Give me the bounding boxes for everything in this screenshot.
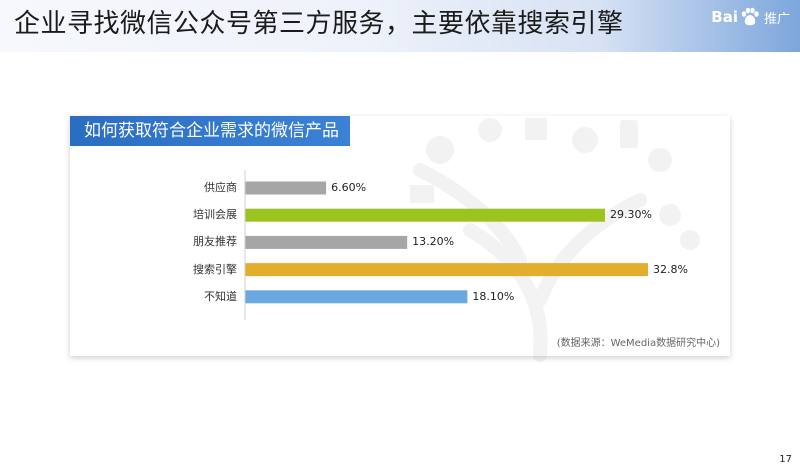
chart-title: 如何获取符合企业需求的微信产品 xyxy=(84,121,339,141)
bar-2 xyxy=(245,235,408,249)
baidu-logo: Bai 推广 xyxy=(711,6,790,28)
page-number: 17 xyxy=(779,454,792,465)
category-label: 培训会展 xyxy=(193,208,237,222)
value-label: 32.8% xyxy=(653,262,688,276)
bar-0 xyxy=(245,181,327,195)
value-label: 29.30% xyxy=(609,208,652,222)
logo-tag: 推广 xyxy=(763,11,790,27)
category-label: 供应商 xyxy=(204,181,237,194)
value-label: 6.60% xyxy=(331,181,367,194)
value-label: 18.10% xyxy=(472,289,515,303)
logo-text: Bai xyxy=(711,8,738,26)
category-label: 不知道 xyxy=(204,289,237,303)
source-note: (数据来源：WeMedia数据研究中心) xyxy=(556,338,720,349)
bar-4 xyxy=(245,290,468,304)
category-label: 朋友推荐 xyxy=(193,235,237,249)
tree-watermark xyxy=(410,118,700,362)
slide-header xyxy=(0,0,800,52)
bar-3 xyxy=(245,263,648,277)
baidu-paw-icon xyxy=(741,7,759,26)
bar-1 xyxy=(245,208,605,222)
slide-title: 企业寻找微信公众号第三方服务，主要依靠搜索引擎 xyxy=(14,9,624,39)
chart-title-bar xyxy=(70,116,350,146)
category-label: 搜索引擎 xyxy=(193,262,237,276)
value-label: 13.20% xyxy=(412,235,455,249)
